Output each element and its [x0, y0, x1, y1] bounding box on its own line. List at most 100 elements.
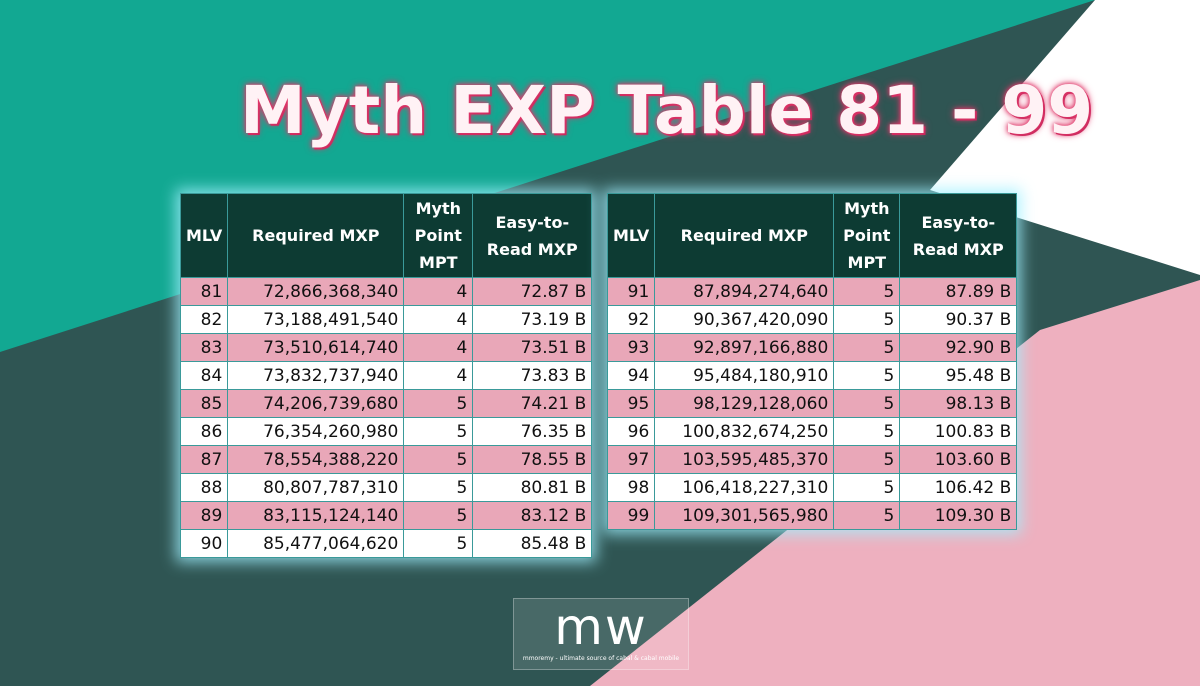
table-row: 86 76,354,260,980 5 76.35 B [179, 417, 593, 446]
table-cell: 89 [179, 501, 229, 530]
table-cell: 4 [403, 361, 474, 390]
table-cell: 85,477,064,620 [227, 529, 405, 558]
table-cell: 5 [833, 389, 901, 418]
logo-mark: mw [554, 598, 648, 656]
header-cell: MLV [179, 193, 229, 278]
table-cell: 5 [833, 445, 901, 474]
table-cell: 5 [403, 389, 474, 418]
logo-tagline: mmoremy - ultimate source of cabal & cab… [522, 655, 680, 662]
table-cell: 99 [606, 501, 656, 530]
header-cell: Myth Point MPT [403, 193, 474, 278]
table-cell: 92,897,166,880 [654, 333, 835, 362]
table-cell: 76,354,260,980 [227, 417, 405, 446]
table-cell: 100.83 B [899, 417, 1018, 446]
table-row: 91 87,894,274,640 5 87.89 B [606, 277, 1018, 306]
header-cell: Easy-to-Read MXP [899, 193, 1018, 278]
table-cell: 73.83 B [472, 361, 593, 390]
title: Myth EXP Table 81 - 99 [240, 72, 1094, 149]
table-cell: 106.42 B [899, 473, 1018, 502]
table-cell: 72.87 B [472, 277, 593, 306]
table-cell: 5 [403, 445, 474, 474]
table-cell: 95 [606, 389, 656, 418]
table-row: 84 73,832,737,940 4 73.83 B [179, 361, 593, 390]
table-cell: 78.55 B [472, 445, 593, 474]
table-cell: 87 [179, 445, 229, 474]
table-cell: 76.35 B [472, 417, 593, 446]
exp-table: MLV Required MXP Myth Point MPT Easy-to-Rea… [179, 193, 593, 558]
table-cell: 4 [403, 277, 474, 306]
table-row: 85 74,206,739,680 5 74.21 B [179, 389, 593, 418]
table-cell: 103.60 B [899, 445, 1018, 474]
table-cell: 5 [403, 473, 474, 502]
table-row: 83 73,510,614,740 4 73.51 B [179, 333, 593, 362]
table-cell: 73,188,491,540 [227, 305, 405, 334]
header-row: MLV Required MXP Myth Point MPT Easy-to-Rea… [179, 193, 593, 278]
table-cell: 97 [606, 445, 656, 474]
table-cell: 92.90 B [899, 333, 1018, 362]
table-cell: 82 [179, 305, 229, 334]
header-cell: MLV [606, 193, 656, 278]
table-cell: 74.21 B [472, 389, 593, 418]
table-cell: 5 [403, 529, 474, 558]
table-cell: 5 [403, 501, 474, 530]
table-cell: 4 [403, 333, 474, 362]
table-row: 95 98,129,128,060 5 98.13 B [606, 389, 1018, 418]
table-cell: 5 [833, 473, 901, 502]
table-cell: 92 [606, 305, 656, 334]
table-row: 92 90,367,420,090 5 90.37 B [606, 305, 1018, 334]
table-cell: 80,807,787,310 [227, 473, 405, 502]
table-cell: 83 [179, 333, 229, 362]
header-cell: Required MXP [227, 193, 405, 278]
table-row: 82 73,188,491,540 4 73.19 B [179, 305, 593, 334]
logo: mw mmoremy - ultimate source of cabal & … [513, 598, 689, 670]
table-cell: 88 [179, 473, 229, 502]
table-cell: 5 [833, 361, 901, 390]
table-cell: 87,894,274,640 [654, 277, 835, 306]
table-cell: 83,115,124,140 [227, 501, 405, 530]
table-row: 99 109,301,565,980 5 109.30 B [606, 501, 1018, 530]
table-cell: 100,832,674,250 [654, 417, 835, 446]
table-cell: 103,595,485,370 [654, 445, 835, 474]
table-cell: 96 [606, 417, 656, 446]
table-cell: 109,301,565,980 [654, 501, 835, 530]
table-cell: 91 [606, 277, 656, 306]
header-cell: Easy-to-Read MXP [472, 193, 593, 278]
table-cell: 95.48 B [899, 361, 1018, 390]
table-cell: 74,206,739,680 [227, 389, 405, 418]
table-cell: 5 [833, 305, 901, 334]
table-cell: 90.37 B [899, 305, 1018, 334]
table-cell: 94 [606, 361, 656, 390]
table-row: 96 100,832,674,250 5 100.83 B [606, 417, 1018, 446]
table-cell: 90,367,420,090 [654, 305, 835, 334]
table-cell: 83.12 B [472, 501, 593, 530]
table-cell: 72,866,368,340 [227, 277, 405, 306]
table-cell: 98,129,128,060 [654, 389, 835, 418]
table-cell: 73.51 B [472, 333, 593, 362]
table-row: 90 85,477,064,620 5 85.48 B [179, 529, 593, 558]
table-cell: 93 [606, 333, 656, 362]
table-cell: 81 [179, 277, 229, 306]
table-row: 97 103,595,485,370 5 103.60 B [606, 445, 1018, 474]
table-row: 88 80,807,787,310 5 80.81 B [179, 473, 593, 502]
table-cell: 106,418,227,310 [654, 473, 835, 502]
table-cell: 85.48 B [472, 529, 593, 558]
table-cell: 5 [833, 417, 901, 446]
table-cell: 85 [179, 389, 229, 418]
table-row: 81 72,866,368,340 4 72.87 B [179, 277, 593, 306]
table-row: 89 83,115,124,140 5 83.12 B [179, 501, 593, 530]
exp-table: MLV Required MXP Myth Point MPT Easy-to-Rea… [606, 193, 1018, 530]
table-cell: 4 [403, 305, 474, 334]
table-cell: 95,484,180,910 [654, 361, 835, 390]
table-cell: 5 [403, 417, 474, 446]
table-row: 94 95,484,180,910 5 95.48 B [606, 361, 1018, 390]
table-cell: 84 [179, 361, 229, 390]
table-cell: 73.19 B [472, 305, 593, 334]
table-cell: 73,832,737,940 [227, 361, 405, 390]
table-cell: 98 [606, 473, 656, 502]
table-cell: 78,554,388,220 [227, 445, 405, 474]
table-cell: 109.30 B [899, 501, 1018, 530]
table-row: 87 78,554,388,220 5 78.55 B [179, 445, 593, 474]
table-row: 93 92,897,166,880 5 92.90 B [606, 333, 1018, 362]
table-cell: 5 [833, 277, 901, 306]
